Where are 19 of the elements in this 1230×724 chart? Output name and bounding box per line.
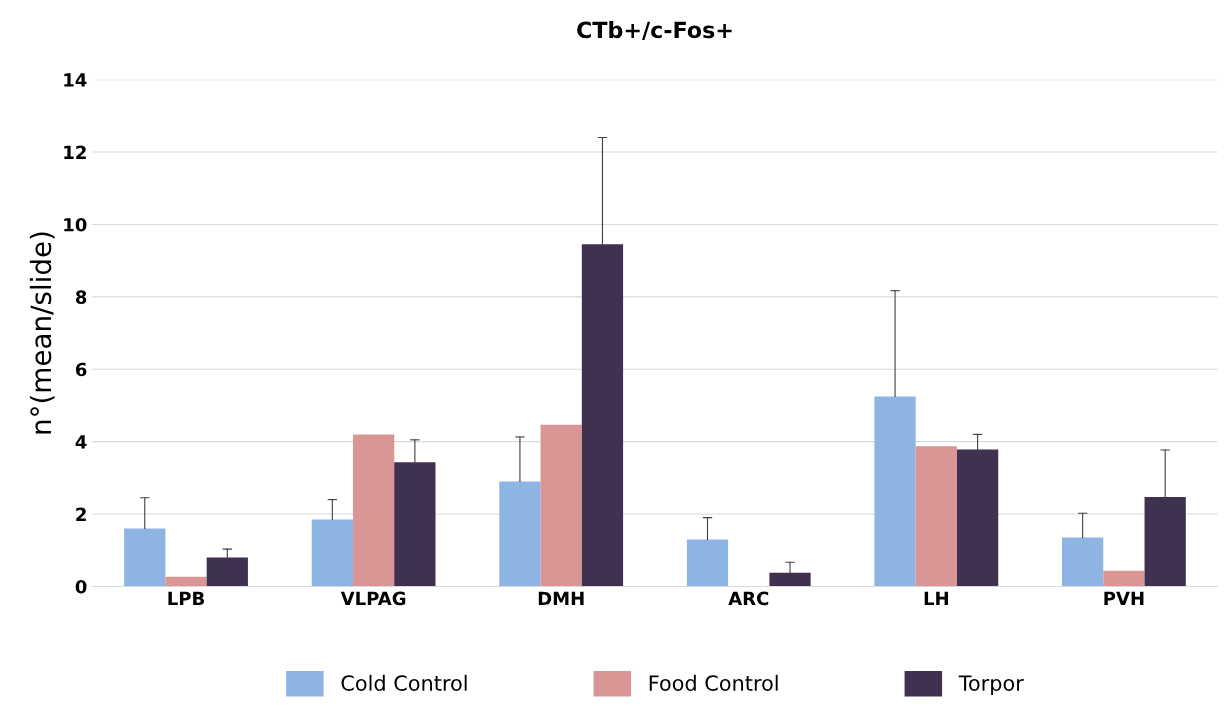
legend-label: Torpor (958, 675, 1024, 695)
x-tick-label: LH (924, 591, 948, 606)
x-tick-label: ARC (728, 591, 769, 606)
y-tick-label: 8 (75, 290, 87, 304)
x-tick-label: VLPAG (340, 591, 406, 606)
y-tick-label: 14 (64, 73, 87, 87)
legend-label: Cold Control (341, 674, 467, 691)
y-tick-label: 2 (76, 507, 86, 521)
x-tick-label: LPB (168, 591, 205, 606)
legend-label: Food Control (649, 674, 778, 691)
x-tick-label: PVH (1104, 591, 1144, 606)
y-tick-label: 6 (75, 362, 87, 377)
x-tick-label: DMH (538, 591, 584, 606)
y-tick-label: 4 (75, 435, 87, 449)
y-tick-label: 12 (64, 145, 86, 159)
chart-title: CTb+/c-Fos+ (577, 21, 732, 41)
y-axis-title: n°(mean/slide) (29, 232, 55, 434)
y-tick-label: 10 (64, 217, 87, 232)
y-tick-label: 0 (75, 579, 87, 594)
